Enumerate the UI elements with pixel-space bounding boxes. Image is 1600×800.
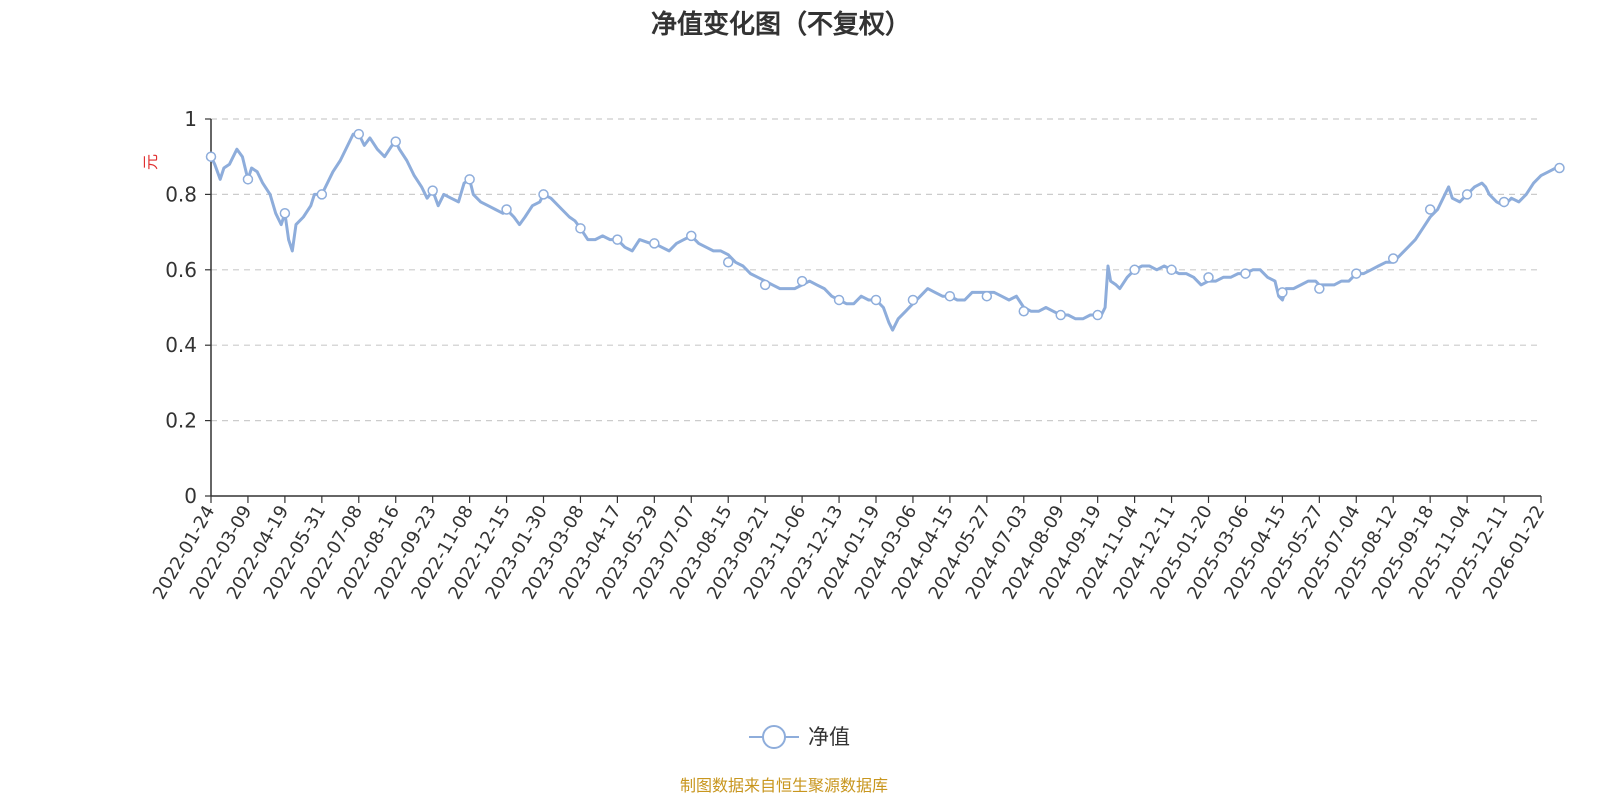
legend-circle-symbol	[762, 725, 786, 749]
data-point	[1166, 264, 1177, 276]
data-point	[390, 136, 401, 147]
data-point	[316, 189, 328, 200]
y-tick-label: 0	[184, 484, 197, 508]
data-point	[870, 294, 882, 306]
chart-title: 净值变化图（不复权）	[651, 9, 911, 40]
y-tick-label: 0.2	[165, 409, 197, 433]
data-point	[1018, 306, 1030, 317]
legend[interactable]: 净值	[749, 725, 850, 749]
data-point	[1387, 253, 1399, 264]
data-point	[759, 279, 771, 291]
data-point	[1055, 309, 1066, 321]
data-point	[796, 275, 808, 287]
y-tick-label: 1	[184, 107, 197, 131]
data-point	[1461, 189, 1473, 200]
data-point	[1554, 162, 1565, 174]
data-point	[353, 128, 365, 140]
data-point	[944, 290, 956, 302]
data-point	[575, 223, 586, 234]
data-point	[279, 208, 291, 219]
data-point	[464, 174, 475, 185]
data-point	[1277, 287, 1288, 298]
data-point	[1092, 309, 1103, 321]
data-point	[1129, 264, 1140, 276]
data-point	[1498, 196, 1510, 208]
data-point	[1203, 272, 1214, 283]
data-point	[538, 189, 549, 200]
data-point	[907, 294, 919, 306]
legend-label: 净值	[808, 725, 850, 749]
data-point	[242, 174, 254, 185]
data-point	[1351, 268, 1362, 279]
x-axis-ticks: 2022-01-242022-03-092022-04-192022-05-31…	[149, 496, 1549, 603]
grid-lines	[211, 118, 1541, 422]
y-tick-label: 0.8	[165, 182, 197, 206]
data-point	[686, 230, 697, 242]
data-point	[981, 290, 993, 302]
source-note: 制图数据来自恒生聚源数据库	[680, 776, 888, 795]
data-point	[649, 238, 660, 249]
y-tick-label: 0.6	[165, 258, 197, 282]
data-point	[501, 204, 512, 215]
data-point	[427, 185, 438, 196]
data-point	[1314, 283, 1325, 294]
series-line	[209, 132, 1562, 332]
data-point	[1240, 268, 1251, 279]
data-point	[205, 151, 217, 162]
data-point	[833, 294, 845, 306]
y-axis-unit-label: 元	[141, 154, 160, 170]
data-point	[722, 257, 734, 268]
series-nav	[205, 128, 1565, 332]
y-axis-ticks: 0 0.2 0.4 0.6 0.8 1	[165, 107, 211, 508]
y-tick-label: 0.4	[165, 333, 197, 357]
data-point	[1424, 204, 1436, 215]
data-point	[612, 234, 623, 245]
